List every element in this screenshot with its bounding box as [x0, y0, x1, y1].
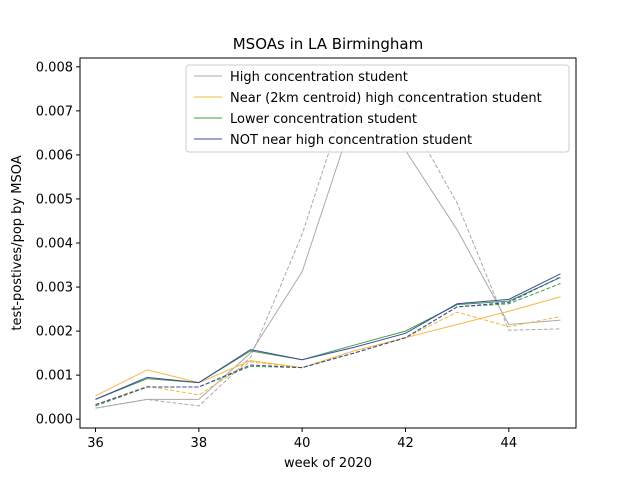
- y-axis: 0.000 0.001 0.002 0.003 0.004 0.005 0.006 0.007…: [36, 60, 80, 428]
- y-tick-label: 0.000: [36, 413, 73, 428]
- series-1-solid-line: [95, 114, 561, 409]
- y-tick-label: 0.003: [36, 281, 73, 296]
- legend-label: Near (2km centroid) high concentration s…: [230, 91, 542, 106]
- legend-label: High concentration student: [230, 70, 408, 85]
- y-tick-label: 0.007: [36, 104, 73, 119]
- series-1-dashed-line: [95, 74, 561, 409]
- y-axis-title: test-postives/pop by MSOA: [10, 155, 25, 330]
- y-tick-label: 0.008: [36, 60, 73, 75]
- legend-box: [185, 64, 570, 153]
- x-axis: 36 38 40 42 44: [87, 428, 517, 451]
- legend-label: Lower concentration student: [230, 112, 417, 127]
- y-tick-label: 0.006: [36, 148, 73, 163]
- x-tick-label: 36: [87, 436, 104, 451]
- y-tick-label: 0.001: [36, 369, 73, 384]
- x-tick-label: 44: [501, 436, 518, 451]
- series-2-dashed-line: [95, 311, 561, 406]
- series-2-solid-line: [95, 296, 561, 397]
- x-tick-label: 42: [397, 436, 414, 451]
- legend: High concentration student Near (2km cent…: [185, 64, 570, 153]
- chart-title: MSOAs in LA Birmingham: [233, 35, 424, 53]
- series-4-dashed-line: [95, 276, 561, 406]
- x-tick-label: 38: [191, 436, 208, 451]
- y-tick-label: 0.004: [36, 237, 73, 252]
- series-4-solid-line: [95, 273, 561, 400]
- y-tick-label: 0.002: [36, 325, 73, 340]
- series-3-solid-line: [95, 276, 561, 400]
- plot-lines: [95, 74, 561, 409]
- y-tick-label: 0.005: [36, 192, 73, 207]
- x-axis-title: week of 2020: [284, 456, 372, 471]
- legend-label: NOT near high concentration student: [230, 133, 472, 148]
- x-tick-label: 40: [294, 436, 311, 451]
